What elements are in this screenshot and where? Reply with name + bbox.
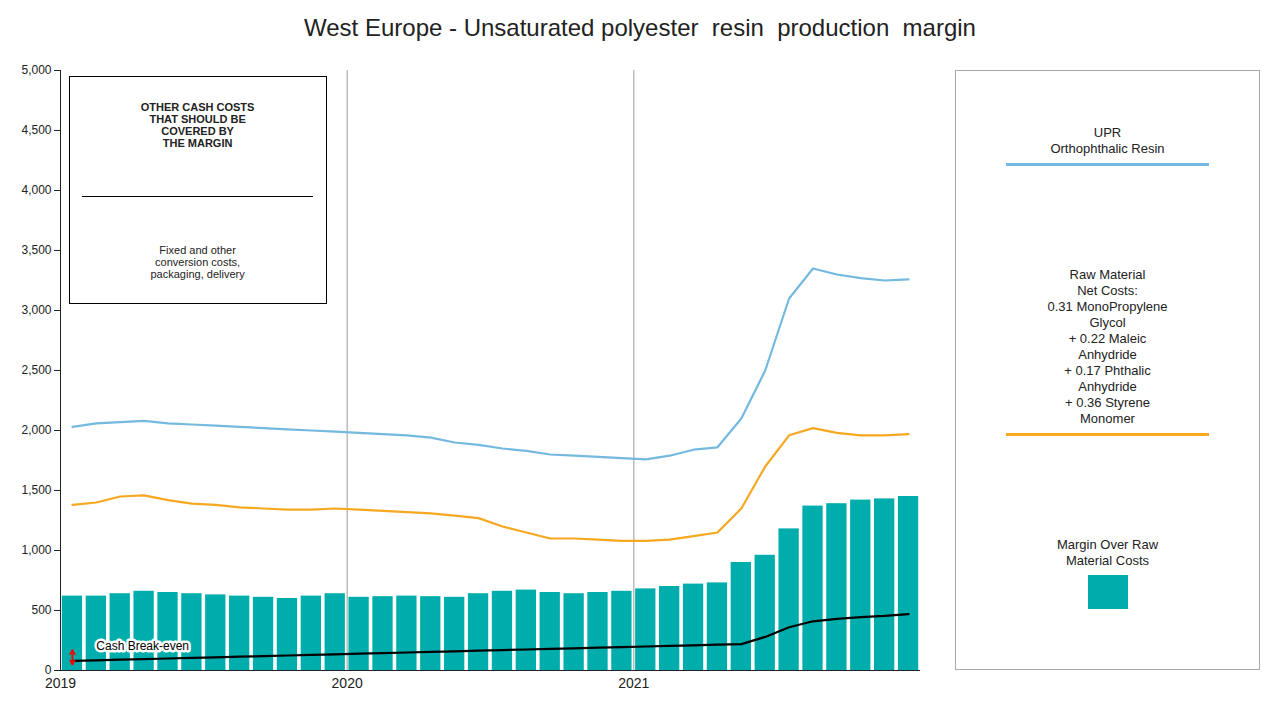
svg-text:2020: 2020 [332, 675, 363, 691]
html-text:OTHER CASH COSTS THAT SHOULD B: OTHER CASH COSTS THAT SHOULD BE COVERED … [140, 100, 255, 149]
html-text:UPR Orthophthalic Resin: UPR Orthophthalic Resin [1050, 124, 1165, 156]
svg-text:4,500: 4,500 [21, 123, 51, 137]
svg-text:5,000: 5,000 [21, 63, 51, 77]
svg-text:500: 500 [31, 603, 51, 617]
html-text:Fixed and other conversion cos: Fixed and other conversion costs, packag… [150, 243, 245, 280]
svg-text:1,500: 1,500 [21, 483, 51, 497]
svg-text:4,000: 4,000 [21, 183, 51, 197]
html-text:Raw Material Net Costs: 0.31 M: Raw Material Net Costs: 0.31 MonoPropyle… [1047, 267, 1168, 426]
html-text:Margin Over Raw Material Costs: Margin Over Raw Material Costs [1056, 537, 1159, 569]
svg-text:3,500: 3,500 [21, 243, 51, 257]
svg-text:2,500: 2,500 [21, 363, 51, 377]
svg-text:0: 0 [44, 663, 52, 678]
svg-text:2019: 2019 [45, 675, 76, 691]
svg-text:3,000: 3,000 [21, 303, 51, 317]
svg-text:Cash Break-even: Cash Break-even [96, 639, 189, 653]
svg-text:1,000: 1,000 [21, 543, 51, 557]
svg-text:2021: 2021 [618, 675, 649, 691]
svg-text:2,000: 2,000 [21, 423, 51, 437]
html-text:West Europe - Unsaturated poly: West Europe - Unsaturated polyester resi… [304, 14, 976, 41]
